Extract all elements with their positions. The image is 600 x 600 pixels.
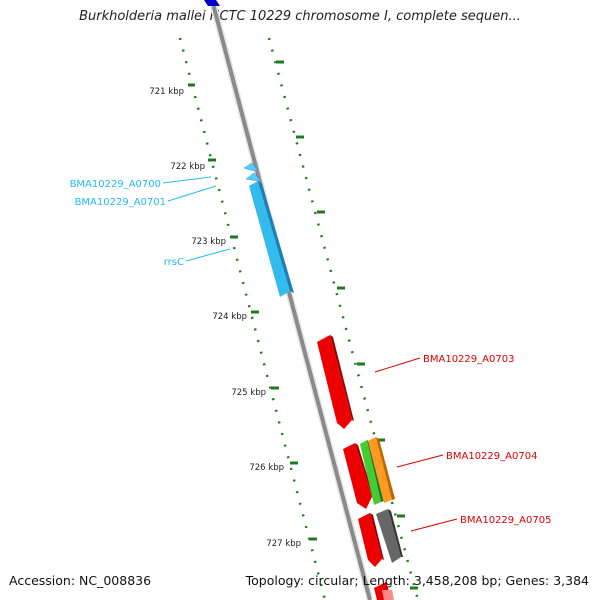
- right-major-ticks: [276, 60, 418, 590]
- gene-feature-a0703-shade: [330, 335, 354, 421]
- left-tick-track: [178, 37, 327, 600]
- right-tick-track: [267, 37, 420, 600]
- map-title: Burkholderia mallei NCTC 10229 chromosom…: [79, 9, 521, 24]
- gene-feature-rrsC-shade: [258, 181, 294, 293]
- kbp-label-726: 726 kbp: [249, 463, 284, 473]
- kbp-label-721: 721 kbp: [149, 87, 184, 97]
- gene-feature-rrsC[interactable]: [249, 181, 290, 297]
- gene-feature-green[interactable]: [360, 440, 381, 505]
- gene-feature-orange-shade: [376, 437, 395, 500]
- kbp-label-722: 722 kbp: [170, 162, 205, 172]
- gene-feature-a0700[interactable]: [243, 162, 259, 172]
- kbp-label-723: 723 kbp: [191, 237, 226, 247]
- label-line-a0701: [167, 185, 217, 202]
- gene-feature-gray-shade: [388, 509, 403, 557]
- gene-feature-bottom-highlight: [382, 590, 394, 600]
- label-line-a0705: [410, 518, 458, 532]
- gene-feature-a0701[interactable]: [245, 172, 262, 182]
- kbp-label-725: 725 kbp: [231, 388, 266, 398]
- gene-feature-a0703[interactable]: [317, 335, 352, 429]
- kbp-label-724: 724 kbp: [212, 312, 247, 322]
- gene-label-a0703[interactable]: BMA10229_A0703: [423, 354, 514, 365]
- accession-text: Accession: NC_008836: [9, 573, 152, 588]
- chromosome-backbone: [210, 0, 372, 600]
- gene-label-a0701[interactable]: BMA10229_A0701: [75, 197, 166, 208]
- gene-feature-orange[interactable]: [368, 437, 392, 503]
- label-line-a0703: [374, 357, 421, 373]
- label-line-a0700: [162, 176, 212, 184]
- label-line-rrsC: [185, 248, 231, 262]
- gene-feature-a0705-shade: [370, 513, 384, 560]
- gene-label-rrsC[interactable]: rrsC: [164, 257, 184, 268]
- gene-feature-gray[interactable]: [376, 509, 401, 563]
- gene-label-a0705[interactable]: BMA10229_A0705: [460, 515, 551, 526]
- kbp-major-ticks: [188, 83, 317, 541]
- kbp-label-727: 727 kbp: [266, 539, 301, 549]
- top-gene-feature[interactable]: [204, 0, 220, 6]
- gene-label-a0704[interactable]: BMA10229_A0704: [446, 451, 537, 462]
- gene-label-a0700[interactable]: BMA10229_A0700: [70, 179, 161, 190]
- label-line-a0704: [396, 454, 444, 468]
- topology-text: Topology: circular; Length: 3,458,208 bp…: [245, 573, 589, 588]
- gene-feature-a0705[interactable]: [358, 513, 382, 567]
- gene-feature-a0704[interactable]: [343, 443, 372, 509]
